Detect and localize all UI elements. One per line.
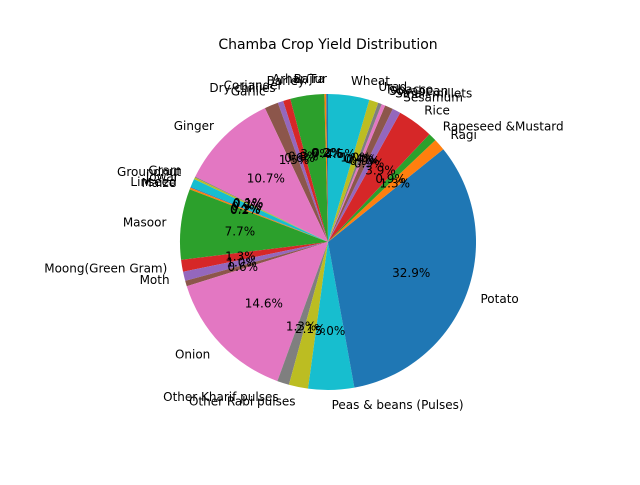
pie-slice-sesamum bbox=[328, 108, 401, 242]
pie-slice-barley bbox=[290, 94, 328, 242]
slice-label-coriander: Coriander bbox=[224, 79, 283, 93]
slice-label-onion: Onion bbox=[175, 348, 210, 362]
pie-slices bbox=[179, 93, 477, 391]
pie-slice-maize bbox=[189, 187, 328, 242]
percent-label-tobacco: 0.4% bbox=[344, 152, 375, 166]
percent-label-sesamum: 0.9% bbox=[354, 156, 385, 170]
pie-slice-ginger bbox=[195, 108, 328, 242]
percent-label-ginger: 10.7% bbox=[247, 172, 285, 186]
slice-label-moth: Moth bbox=[140, 273, 170, 287]
slice-label-rapeseed-mustard: Rapeseed &Mustard bbox=[443, 120, 564, 134]
slice-label-wheat: Wheat bbox=[351, 74, 390, 88]
pie-slice-potato bbox=[328, 149, 477, 388]
percent-label-rapeseed-mustard: 0.9% bbox=[375, 172, 406, 186]
slice-label-other-rabi-pulses: Other Rabi pulses bbox=[189, 395, 296, 409]
percent-label-rice: 3.9% bbox=[365, 163, 396, 177]
pie-slice-gram bbox=[194, 176, 328, 242]
slice-label-garlic: Garlic bbox=[231, 85, 266, 99]
slice-label-dry-chillies: Dry chillies bbox=[209, 81, 275, 95]
slice-label-maize: Maize bbox=[141, 176, 176, 190]
slice-label-groundnut: Groundnut bbox=[117, 165, 181, 179]
pie-slice-linseed bbox=[190, 186, 328, 242]
percent-label-garlic: 1.5% bbox=[279, 153, 310, 167]
percent-label-coriander: 0.8% bbox=[288, 150, 319, 164]
percent-label-potato: 32.9% bbox=[392, 266, 430, 280]
pie-slice-rapeseed-mustard bbox=[328, 134, 436, 242]
percent-label-ragi: 1.3% bbox=[380, 177, 411, 191]
percent-label-moong-green-gram: 1.3% bbox=[225, 249, 256, 263]
percent-label-gram: 0.1% bbox=[233, 196, 264, 210]
slice-label-ginger: Ginger bbox=[174, 119, 214, 133]
percent-label-barley: 3.7% bbox=[300, 147, 331, 161]
percent-label-peas-beans-pulses: 5.0% bbox=[315, 324, 346, 338]
pie-slice-masoor bbox=[179, 189, 328, 260]
chart-title: Chamba Crop Yield Distribution bbox=[218, 37, 437, 53]
pie-slice-small-millets bbox=[328, 105, 393, 242]
pie-slice-arhar-tur bbox=[326, 93, 328, 242]
slice-label-moong-green-gram: Moong(Green Gram) bbox=[44, 261, 167, 275]
pie-slice-coriander bbox=[283, 98, 328, 242]
percent-label-onion: 14.6% bbox=[245, 296, 283, 310]
slice-label-urad: Urad bbox=[378, 80, 407, 94]
slice-label-rice: Rice bbox=[424, 104, 450, 118]
pie-slice-other-rabi-pulses bbox=[288, 242, 328, 389]
percent-label-maize: 0.2% bbox=[230, 203, 261, 217]
pie-slice-dry-chillies bbox=[277, 100, 328, 242]
slice-label-jowar: Jowar bbox=[145, 170, 179, 184]
pie-slice-soyabean bbox=[328, 104, 386, 242]
percent-label-other-rabi-pulses: 2.1% bbox=[295, 322, 326, 336]
slice-label-masoor: Masoor bbox=[123, 215, 167, 229]
pie-slice-moth bbox=[183, 242, 328, 281]
pie-slice-tobacco bbox=[328, 102, 382, 243]
percent-label-wheat: 4.5% bbox=[325, 147, 356, 161]
pie-slice-rice bbox=[328, 112, 430, 242]
percent-label-moth: 1.0% bbox=[226, 256, 257, 270]
pie-slice-unlabeled-15 bbox=[185, 242, 328, 287]
percent-label-other-kharif-pulses: 1.3% bbox=[286, 320, 317, 334]
slice-label-arhar-tur: Arhar/Tur bbox=[272, 72, 327, 86]
slice-label-soyabean: Soyabean bbox=[389, 84, 448, 98]
percent-label-small-millets: 0.9% bbox=[349, 154, 380, 168]
pie-slice-onion bbox=[186, 242, 328, 382]
pie-slice-ragi bbox=[328, 140, 444, 242]
slice-label-small-millets: Small millets bbox=[395, 87, 472, 101]
slice-label-other-kharif-pulses: Other Kharif pulses bbox=[163, 390, 278, 404]
pie-slice-bajra bbox=[324, 94, 328, 242]
pie-slice-urad bbox=[328, 99, 379, 242]
percent-label-linseed: 0.1% bbox=[230, 202, 261, 216]
percent-label-dry-chillies: 0.6% bbox=[284, 151, 315, 165]
pie-slice-wheat bbox=[328, 94, 370, 242]
percent-label-arhar-tur: 0.2% bbox=[312, 146, 343, 160]
slice-label-ragi: Ragi bbox=[451, 128, 477, 142]
percent-labels: 0.2%0.2%3.7%0.8%0.6%1.5%10.7%0.1%0.2%0.9… bbox=[225, 146, 431, 338]
slice-label-barley: Barley bbox=[267, 74, 305, 88]
pie-slice-groundnut bbox=[194, 177, 328, 242]
slice-label-peas-beans-pulses: Peas & beans (Pulses) bbox=[332, 398, 464, 412]
slice-label-potato: Potato bbox=[481, 292, 519, 306]
pie-slice-other-kharif-pulses bbox=[277, 242, 328, 385]
slice-label-bajra: Bajra bbox=[294, 72, 325, 86]
percent-label-jowar: 0.9% bbox=[231, 200, 262, 214]
pie-slice-garlic bbox=[264, 102, 328, 243]
slice-label-linseed: Linseed bbox=[130, 175, 176, 189]
pie-slice-jowar bbox=[190, 179, 328, 242]
percent-label-masoor: 7.7% bbox=[225, 224, 256, 238]
percent-label-soyabean: 0.4% bbox=[346, 153, 377, 167]
percent-label-urad: 1.0% bbox=[340, 151, 371, 165]
slice-label-tobacco: Tobacco bbox=[384, 83, 433, 97]
pie-slice-peas-beans-pulses bbox=[308, 242, 355, 391]
percent-label-bajra: 0.2% bbox=[311, 146, 342, 160]
slice-label-gram: Gram bbox=[148, 164, 181, 178]
percent-label-unlabeled-15: 0.6% bbox=[228, 260, 259, 274]
pie-slice-moong-green-gram bbox=[181, 242, 328, 272]
slice-label-sesamum: Sesamum bbox=[403, 91, 463, 105]
percent-label-groundnut: 0.2% bbox=[233, 197, 264, 211]
